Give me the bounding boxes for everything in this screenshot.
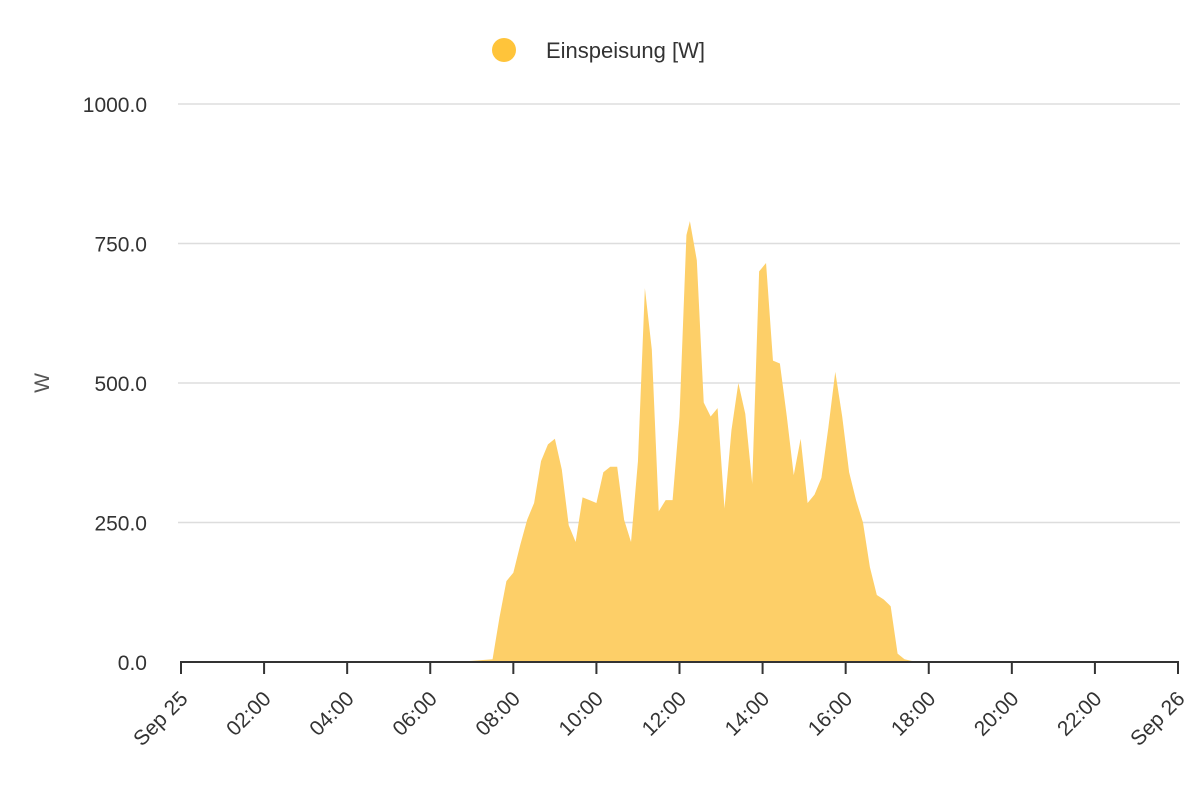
y-tick-label: 1000.0 bbox=[83, 94, 147, 117]
x-axis-ticks: Sep 25 02:00 04:00 06:00 08:00 10:00 12:00 14:0… bbox=[129, 662, 1190, 751]
x-tick-label: 16:00 bbox=[804, 687, 857, 740]
x-tick-label: 12:00 bbox=[638, 687, 691, 740]
plot-area bbox=[181, 221, 1178, 662]
y-axis-label: W bbox=[31, 373, 54, 393]
x-tick-label: 14:00 bbox=[721, 687, 774, 740]
y-axis-ticks: 0.0 250.0 500.0 750.0 1000.0 bbox=[83, 94, 147, 675]
x-tick-label: 18:00 bbox=[887, 687, 940, 740]
legend[interactable]: Einspeisung [W] bbox=[492, 38, 705, 63]
x-tick-label: 06:00 bbox=[388, 687, 441, 740]
series-area bbox=[181, 221, 1178, 662]
x-tick-label: Sep 26 bbox=[1126, 687, 1189, 750]
x-tick-label: 10:00 bbox=[555, 687, 608, 740]
legend-marker bbox=[492, 38, 516, 62]
y-tick-label: 500.0 bbox=[94, 373, 147, 396]
x-tick-label: 04:00 bbox=[305, 687, 358, 740]
x-tick-label: Sep 25 bbox=[129, 687, 192, 750]
legend-label: Einspeisung [W] bbox=[546, 38, 705, 63]
x-tick-label: 08:00 bbox=[471, 687, 524, 740]
x-tick-label: 22:00 bbox=[1053, 687, 1106, 740]
y-tick-label: 0.0 bbox=[118, 652, 147, 675]
y-tick-label: 750.0 bbox=[94, 234, 147, 257]
x-tick-label: 20:00 bbox=[970, 687, 1023, 740]
x-tick-label: 02:00 bbox=[222, 687, 275, 740]
y-tick-label: 250.0 bbox=[94, 513, 147, 536]
